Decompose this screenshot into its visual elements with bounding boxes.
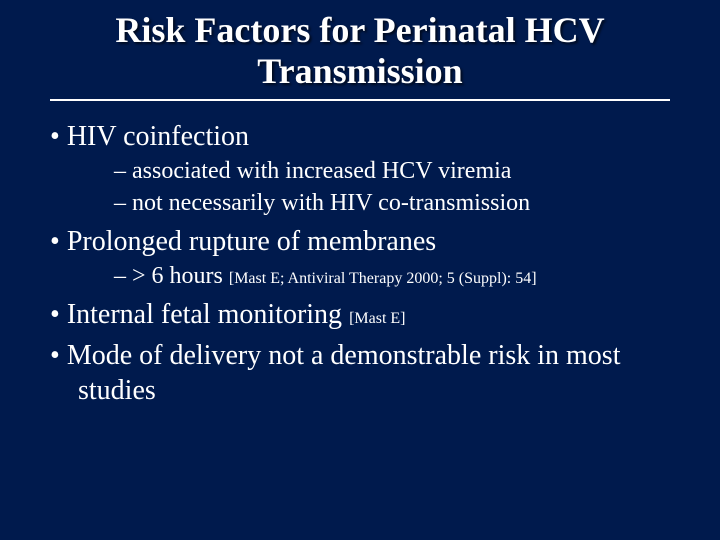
title-underline	[50, 99, 670, 101]
bullet-hiv-text: HIV coinfection	[67, 121, 249, 152]
sub-cotransmission: not necessarily with HIV co-transmission	[78, 188, 670, 218]
bullet-delivery-mode: Mode of delivery not a demonstrable risk…	[50, 338, 670, 408]
bullet-list: HIV coinfection associated with increase…	[50, 119, 670, 408]
bullet-rupture: Prolonged rupture of membranes > 6 hours…	[50, 224, 670, 291]
citation-mast: [Mast E]	[349, 310, 405, 327]
sub-6hours-text: > 6 hours	[132, 263, 229, 289]
bullet-fetal-monitoring: Internal fetal monitoring [Mast E]	[50, 297, 670, 332]
citation-mast-2000: [Mast E; Antiviral Therapy 2000; 5 (Supp…	[229, 270, 537, 287]
bullet-rupture-text: Prolonged rupture of membranes	[67, 226, 436, 257]
sub-6hours: > 6 hours [Mast E; Antiviral Therapy 200…	[78, 261, 670, 291]
slide-title: Risk Factors for Perinatal HCV Transmiss…	[50, 10, 670, 93]
bullet-hiv: HIV coinfection associated with increase…	[50, 119, 670, 218]
bullet-fetal-text: Internal fetal monitoring	[67, 299, 349, 330]
sublist-hiv: associated with increased HCV viremia no…	[78, 156, 670, 218]
sub-viremia: associated with increased HCV viremia	[78, 156, 670, 186]
slide-container: Risk Factors for Perinatal HCV Transmiss…	[0, 0, 720, 540]
sublist-rupture: > 6 hours [Mast E; Antiviral Therapy 200…	[78, 261, 670, 291]
